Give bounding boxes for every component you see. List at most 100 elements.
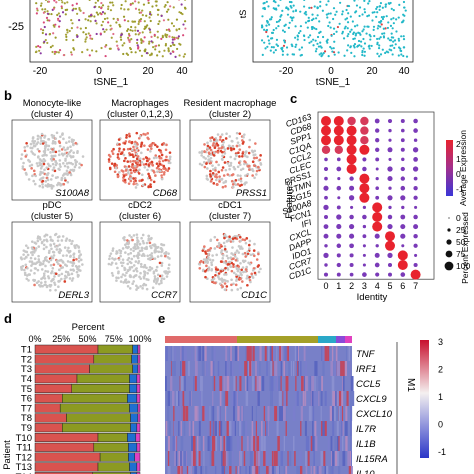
heatmap-cell: [283, 391, 286, 406]
feature-plot-point: [210, 263, 214, 267]
feature-plot-point: [40, 177, 43, 180]
heatmap-cell: [165, 376, 167, 391]
dotplot-dot: [401, 128, 405, 133]
feature-plot-point: [140, 173, 144, 177]
tsne-point: [58, 15, 62, 18]
tsne-point: [137, 22, 140, 26]
tsne-point: [140, 11, 143, 14]
feature-plot-point: [63, 274, 67, 278]
feature-plot-point: [147, 237, 151, 240]
feature-plot-point: [69, 145, 72, 148]
heatmap-cell: [234, 346, 238, 361]
tsne-point: [120, 3, 123, 7]
feature-plot-point: [240, 268, 243, 272]
tsne-point: [359, 33, 362, 36]
tsne-point: [344, 18, 347, 21]
feature-plot-point: [140, 143, 143, 146]
tsne-point: [336, 25, 340, 29]
feature-plot-point: [135, 141, 139, 145]
feature-plot-point: [146, 132, 150, 135]
feature-plot-point: [206, 277, 209, 281]
tsne-point: [133, 20, 137, 23]
feature-plot-point: [153, 275, 157, 278]
tsne-point: [264, 47, 267, 50]
dotplot-dot: [413, 224, 419, 230]
feature-plot-point: [57, 262, 60, 266]
feature-plot-point: [135, 233, 139, 236]
heatmap-gene-label: IRF1: [356, 364, 377, 375]
feature-plot-point: [29, 142, 33, 146]
feature-plot-point: [46, 284, 49, 288]
feature-plot-point: [32, 142, 36, 145]
heatmap-cell: [185, 406, 189, 421]
stacked-bar-segment: [134, 452, 141, 462]
tsne-point: [148, 12, 152, 16]
feature-plot-point: [54, 163, 58, 167]
heatmap-cell: [258, 376, 261, 391]
feature-plot-point: [204, 270, 207, 273]
tsne-point: [141, 31, 144, 34]
feature-plot-point: [229, 155, 232, 159]
tsne-point: [79, 9, 82, 12]
heatmap-cell: [238, 421, 242, 436]
feature-plot-point: [43, 136, 46, 139]
tsne-point: [48, 33, 51, 36]
feature-plot-point: [34, 262, 37, 266]
feature-plot-point: [71, 142, 75, 146]
dotplot-dot: [349, 224, 355, 230]
tsne-point: [352, 44, 355, 47]
feature-plot-point: [230, 288, 234, 292]
feature-plot-point: [66, 180, 70, 184]
feature-plot-point: [78, 162, 81, 165]
feature-plot-point: [57, 285, 60, 289]
heatmap-cell: [170, 346, 173, 361]
feature-plot-point: [24, 171, 28, 175]
tsne-point: [314, 39, 317, 42]
feature-plot-point: [158, 261, 162, 265]
feature-plot-point: [61, 133, 64, 136]
heatmap-colorbar-tick: 2: [438, 365, 443, 375]
feature-plot-point: [220, 177, 224, 181]
tsne-point: [326, 41, 329, 44]
tsne-point: [85, 36, 88, 39]
dotplot-dot: [385, 240, 395, 251]
feature-plot-point: [226, 173, 230, 176]
stacked-bar-segment: [127, 393, 138, 403]
heatmap-cell: [203, 451, 205, 466]
feature-plot-point: [206, 261, 209, 265]
heatmap-cell: [323, 451, 326, 466]
feature-plot-point: [72, 256, 76, 259]
tsne-point: [299, 10, 302, 13]
tsne-point: [292, 53, 296, 56]
stacked-bar-segment: [34, 383, 72, 394]
feature-plot-point: [145, 159, 149, 163]
tsne-point: [52, 32, 55, 35]
feature-gene-label: S100A8: [55, 188, 90, 199]
feature-plot-point: [138, 157, 142, 161]
feature-plot-point: [239, 179, 243, 183]
tsne-point: [389, 39, 393, 42]
stacked-bar-segment: [34, 472, 93, 474]
feature-plot-point: [154, 154, 158, 157]
tsne-point: [62, 53, 65, 57]
tsne-point: [303, 38, 306, 42]
feature-plot-point: [220, 146, 223, 150]
heatmap-cell: [183, 346, 187, 361]
feature-plot-point: [229, 240, 233, 243]
heatmap-cell: [312, 421, 314, 436]
feature-plot-point: [58, 144, 62, 148]
tsne-point: [369, 35, 372, 38]
tsne-point: [275, 38, 279, 41]
feature-plot-point: [65, 254, 68, 257]
feature-plot-point: [163, 254, 167, 258]
tsne-point: [310, 40, 313, 43]
heatmap-cell: [235, 391, 238, 406]
heatmap-cell: [255, 406, 257, 421]
feature-plot-point: [127, 252, 130, 256]
feature-plot-point: [216, 238, 219, 242]
feature-plot-point: [77, 256, 81, 260]
dotplot-dot: [359, 192, 370, 203]
feature-plot-point: [214, 270, 218, 274]
feature-plot-point: [111, 249, 115, 252]
heatmap-cluster-bar: [336, 336, 345, 343]
